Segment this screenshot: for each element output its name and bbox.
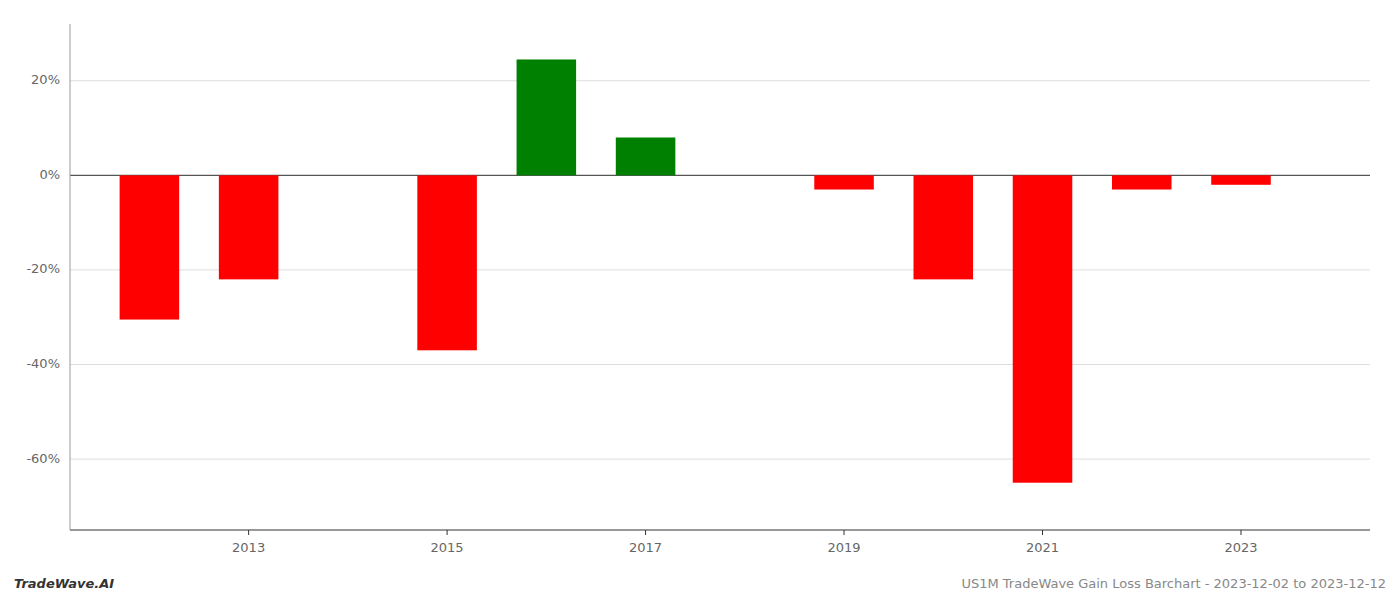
bar [219, 175, 279, 279]
bar [1112, 175, 1172, 189]
x-tick-label: 2013 [232, 540, 265, 555]
bar [417, 175, 477, 350]
x-tick [1240, 530, 1241, 535]
x-ticks: 2013 2015 2017 2019 2021 2023 [232, 530, 1257, 555]
x-tick [248, 530, 249, 535]
background [0, 0, 1400, 600]
bar [616, 137, 676, 175]
chart-container: 20% 0% -20% -40% -60% 2013 2015 2017 2019 2021 202… [0, 0, 1400, 600]
bar [914, 175, 974, 279]
bar [517, 59, 577, 175]
y-grid-line [70, 80, 1370, 81]
x-tick-label: 2017 [629, 540, 662, 555]
x-tick-label: 2023 [1224, 540, 1257, 555]
bars [120, 59, 1271, 482]
x-tick [844, 530, 845, 535]
y-tick-label: -40% [26, 356, 60, 371]
x-tick [447, 530, 448, 535]
y-tick-labels: 20% 0% -20% -40% -60% [26, 72, 60, 465]
bar [1211, 175, 1271, 184]
bar [814, 175, 874, 189]
y-tick-label: 0% [39, 167, 60, 182]
x-tick-label: 2021 [1026, 540, 1059, 555]
y-tick-label: -20% [26, 261, 60, 276]
y-grid [70, 81, 1370, 459]
footer-right: US1M TradeWave Gain Loss Barchart - 2023… [961, 576, 1386, 591]
bar [1013, 175, 1073, 482]
y-grid-line [70, 364, 1370, 365]
bar [120, 175, 180, 319]
y-tick-label: 20% [31, 72, 60, 87]
chart-svg: 20% 0% -20% -40% -60% 2013 2015 2017 2019 2021 202… [0, 0, 1400, 600]
x-tick-label: 2015 [431, 540, 464, 555]
y-grid-line [70, 459, 1370, 460]
footer-left: TradeWave.AI [14, 576, 114, 591]
y-tick-label: -60% [26, 451, 60, 466]
x-tick-label: 2019 [827, 540, 860, 555]
x-tick [1042, 530, 1043, 535]
x-axis-line [70, 529, 1370, 530]
y-axis-line [70, 24, 71, 530]
x-tick [645, 530, 646, 535]
